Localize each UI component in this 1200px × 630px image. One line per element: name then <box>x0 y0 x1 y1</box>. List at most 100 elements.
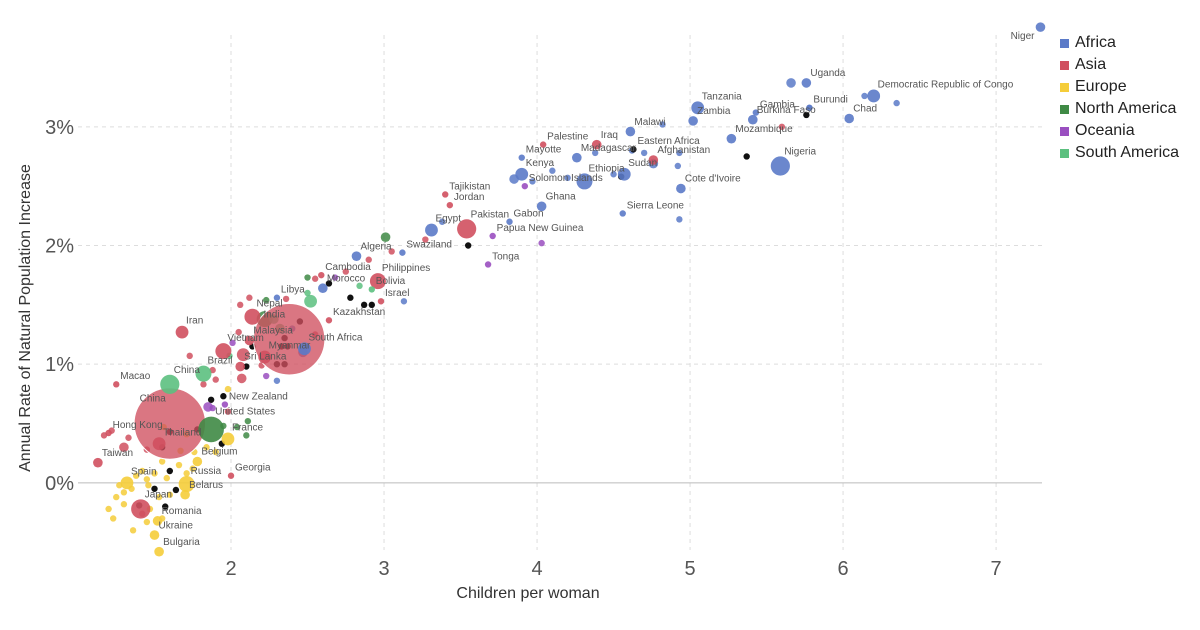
data-point <box>304 274 311 281</box>
data-point <box>246 294 253 301</box>
data-point <box>158 458 166 465</box>
data-point <box>263 372 270 380</box>
y-tick-label: 3% <box>45 117 74 139</box>
data-point <box>132 472 140 479</box>
data-point <box>105 505 112 513</box>
data-point <box>189 465 196 472</box>
data-point <box>515 167 529 181</box>
grid-lines <box>78 35 1042 550</box>
legend-swatch <box>1060 104 1069 114</box>
point-label: Sudan <box>628 158 657 169</box>
data-point <box>143 518 151 526</box>
data-point <box>207 396 215 403</box>
data-point <box>659 121 666 128</box>
data-point <box>203 444 210 451</box>
data-point <box>224 408 232 415</box>
data-point <box>778 123 786 131</box>
point-label: Afghanistan <box>657 145 710 156</box>
point-label: Spain <box>131 466 157 477</box>
point-label: Georgia <box>235 463 271 474</box>
data-point <box>630 146 637 153</box>
data-point <box>131 499 151 519</box>
data-point <box>236 373 247 384</box>
data-point <box>311 275 319 282</box>
data-point <box>691 101 705 115</box>
data-point <box>365 256 372 263</box>
data-point <box>770 156 790 176</box>
x-tick-label: 2 <box>225 558 236 580</box>
data-point <box>172 486 180 494</box>
data-point <box>263 296 270 304</box>
data-point <box>380 232 391 242</box>
data-point <box>844 113 854 124</box>
x-tick-label: 3 <box>378 558 389 580</box>
x-axis-label: Children per woman <box>456 585 599 602</box>
data-point <box>143 476 151 483</box>
data-point <box>464 242 472 249</box>
data-point <box>786 78 796 88</box>
legend-label: North America <box>1075 100 1177 117</box>
data-point <box>212 376 219 383</box>
data-point <box>610 171 617 178</box>
point-label: Burkina Faso <box>757 105 816 116</box>
data-point <box>120 476 134 490</box>
point-label: Mozambique <box>735 124 793 135</box>
data-point <box>1035 22 1046 32</box>
point-label: Israel <box>385 288 409 299</box>
data-point <box>518 154 525 161</box>
data-point <box>640 149 648 157</box>
data-point <box>893 99 900 107</box>
data-point <box>198 416 224 443</box>
data-point <box>152 516 163 526</box>
point-label: Niger <box>1011 31 1036 42</box>
data-point <box>235 328 242 336</box>
data-point <box>676 216 683 223</box>
point-label: Zambia <box>697 106 731 117</box>
y-tick-label: 1% <box>45 354 74 376</box>
data-point <box>539 141 547 148</box>
legend: Africa Asia Europe North America Oceania Sout… <box>1060 32 1179 164</box>
data-point <box>304 294 317 308</box>
point-label: Bolivia <box>376 276 406 287</box>
y-axis-label: Annual Rate of Natural Population Increa… <box>17 164 34 472</box>
point-label: Malaysia <box>253 326 293 337</box>
data-point <box>93 457 103 468</box>
x-tick-label: 5 <box>685 558 696 580</box>
data-point <box>442 191 449 198</box>
data-point <box>457 219 477 239</box>
data-point <box>212 448 219 456</box>
data-point <box>368 286 375 293</box>
point-label: Palestine <box>547 131 589 142</box>
data-point <box>186 352 193 360</box>
data-point <box>388 248 395 255</box>
data-point <box>298 342 311 356</box>
data-point <box>236 348 250 362</box>
data-point <box>109 515 117 522</box>
data-point <box>801 78 812 88</box>
point-label: Algeria <box>360 241 392 252</box>
y-tick-label: 0% <box>45 473 74 495</box>
data-point <box>803 111 810 119</box>
point-label: Solomon Islands <box>529 173 603 184</box>
data-point <box>743 153 750 160</box>
point-label: Belarus <box>189 480 223 491</box>
point-label: Taiwan <box>102 448 133 459</box>
data-point <box>151 470 158 477</box>
point-label: United States <box>215 407 275 418</box>
point-label: China <box>174 365 201 376</box>
data-point <box>360 301 368 309</box>
data-point <box>129 527 137 534</box>
data-point <box>200 381 207 388</box>
data-point <box>233 423 241 431</box>
data-point <box>676 183 686 194</box>
data-point <box>489 232 496 240</box>
legend-label: South America <box>1075 144 1180 161</box>
data-point <box>521 182 529 190</box>
point-label: Kenya <box>526 158 555 169</box>
data-point <box>356 282 363 290</box>
point-label: Brazil <box>207 356 232 367</box>
point-label: India <box>263 309 285 320</box>
data-point <box>113 493 120 501</box>
point-label: Iraq <box>601 130 618 141</box>
